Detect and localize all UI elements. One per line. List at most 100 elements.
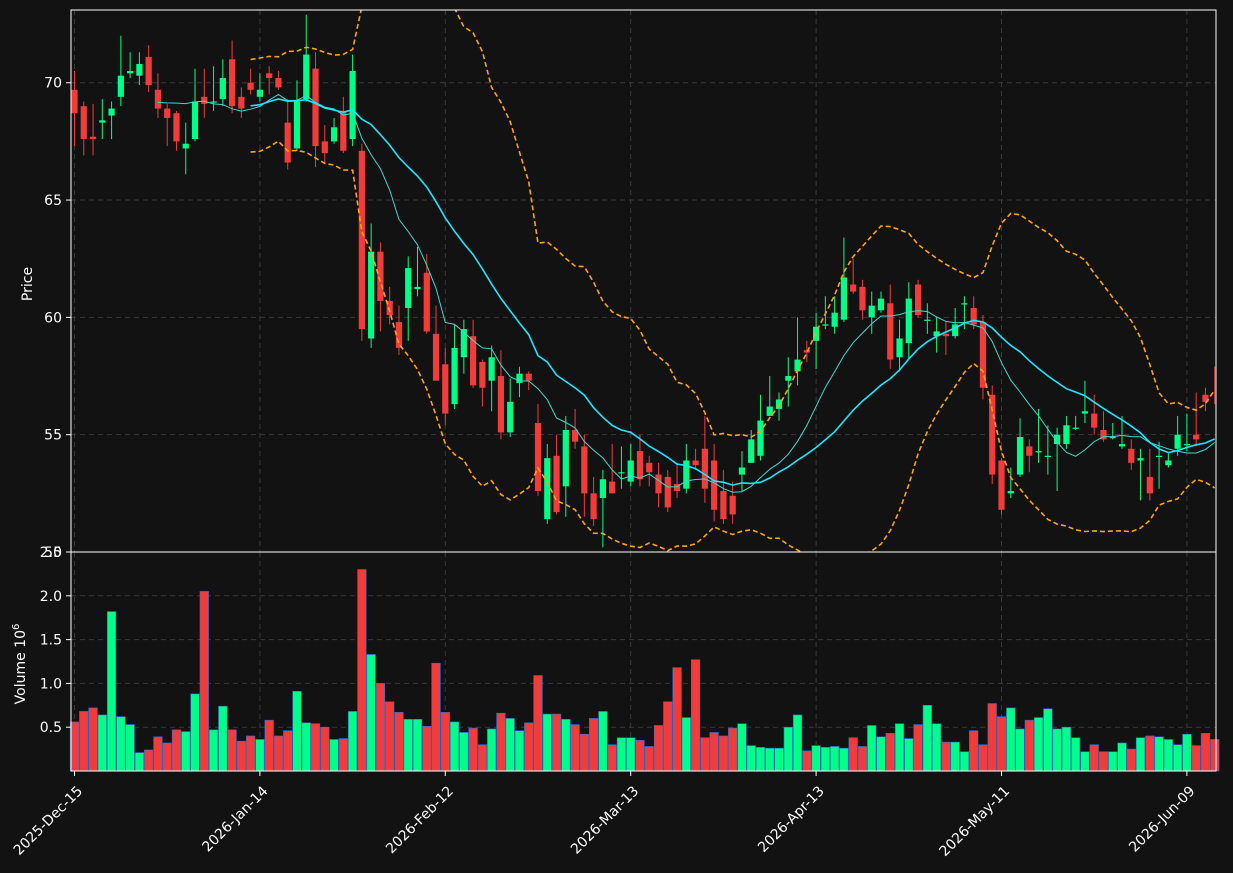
candle-body	[154, 89, 162, 109]
volume-tick-label: 0.5	[40, 720, 62, 736]
candle-body	[1007, 490, 1014, 494]
volume-bar	[468, 727, 478, 772]
volume-bar	[1135, 737, 1146, 772]
candle-body	[896, 338, 903, 358]
volume-axis: 0.5 1.0 1.5 2.0 2.5	[40, 545, 71, 736]
volume-bar	[116, 716, 126, 772]
volume-bar	[477, 744, 487, 772]
candle-body	[256, 89, 263, 97]
candle-body	[961, 303, 968, 305]
candle-body	[1155, 455, 1163, 458]
candle-body	[358, 150, 365, 330]
candle-body	[1063, 425, 1070, 445]
volume-bar	[774, 747, 784, 772]
volume-bar	[607, 744, 617, 772]
volume-bar	[681, 717, 691, 772]
candle-body	[303, 54, 310, 100]
volume-bar	[885, 733, 895, 772]
volume-bar	[329, 739, 339, 772]
candle-body	[127, 71, 134, 74]
candle-body	[525, 373, 532, 381]
volume-bar	[496, 712, 506, 772]
candle-body	[859, 286, 866, 311]
candle-body	[970, 307, 977, 325]
candle-body	[822, 324, 829, 326]
volume-bar	[273, 735, 284, 772]
candle-body	[1026, 446, 1033, 456]
candle-body	[720, 490, 727, 520]
volume-bar	[783, 726, 793, 772]
candle-body	[1091, 413, 1098, 428]
volume-bar	[1089, 744, 1099, 772]
volume-bar	[246, 735, 256, 772]
candle-body	[507, 401, 514, 433]
candle-body	[683, 460, 690, 489]
volume-bar	[347, 711, 358, 772]
volume-bar	[181, 731, 191, 772]
volume-bar	[1191, 745, 1201, 772]
candle-body	[1072, 427, 1079, 429]
candle-body	[785, 376, 792, 381]
volume-bar	[1052, 728, 1062, 772]
volume-bar	[79, 711, 89, 772]
candle-body	[989, 394, 996, 475]
candle-body	[979, 322, 987, 388]
candle-body	[1118, 444, 1126, 447]
candle-body	[497, 376, 505, 433]
volume-tick-label: 2.5	[40, 545, 62, 561]
candle-body	[191, 101, 199, 140]
volume-bar	[236, 740, 246, 772]
volume-bar	[579, 733, 589, 772]
volume-bar	[88, 707, 98, 772]
volume-bar	[839, 747, 849, 772]
candle-body	[405, 268, 412, 308]
candle-body	[247, 82, 254, 90]
candle-body	[182, 143, 189, 149]
candle-body	[349, 71, 356, 140]
volume-bar	[1182, 733, 1192, 772]
candle-body	[942, 333, 949, 337]
volume-axis-label: Volume 106	[11, 624, 29, 705]
volume-bar	[208, 729, 219, 772]
candle-body	[1044, 455, 1051, 458]
volume-bar	[338, 738, 348, 772]
volume-tick-label: 1.5	[40, 633, 62, 649]
candle-body	[284, 122, 291, 163]
volume-bar	[431, 662, 441, 772]
volume-bar	[422, 726, 432, 772]
volume-bar	[690, 659, 701, 772]
candle-body	[451, 347, 458, 405]
volume-bar	[718, 735, 728, 772]
volume-bar	[913, 724, 923, 772]
candle-body	[1054, 434, 1061, 445]
volume-bar	[672, 667, 682, 772]
volume-bar	[505, 718, 515, 772]
volume-bar	[403, 719, 413, 772]
volume-bar	[1200, 733, 1211, 772]
volume-bar	[301, 722, 311, 772]
candle-body	[692, 460, 699, 466]
candle-body	[664, 476, 671, 508]
volume-bar	[533, 675, 543, 772]
volume-bars	[69, 569, 1220, 772]
volume-bar	[978, 744, 988, 772]
volume-bar	[412, 719, 423, 772]
volume-bar	[1033, 717, 1044, 772]
volume-bar	[589, 718, 599, 772]
candle-body	[952, 324, 959, 337]
volume-bar	[1210, 739, 1220, 772]
candle-body	[701, 448, 708, 489]
volume-bar	[264, 719, 274, 772]
candle-body	[609, 481, 616, 494]
volume-bar	[867, 725, 877, 772]
candle-body	[794, 359, 801, 372]
volume-bar	[802, 750, 812, 772]
candle-body	[275, 78, 282, 88]
candle-body	[1193, 434, 1200, 440]
candle-body	[673, 483, 681, 491]
volume-bar	[792, 714, 803, 772]
volume-bar	[728, 727, 738, 772]
candle-body	[1100, 429, 1107, 440]
volume-bar	[106, 611, 117, 772]
volume-bar	[385, 701, 395, 772]
